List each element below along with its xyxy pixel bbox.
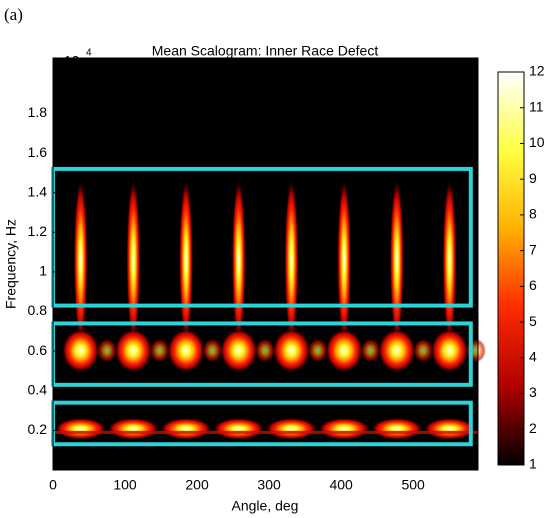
y-tick-label: 1.8 xyxy=(28,104,48,120)
colorbar-tick-label: 1 xyxy=(529,456,537,472)
blob xyxy=(430,328,469,373)
blob xyxy=(212,417,265,440)
x-tick-label: 0 xyxy=(49,477,57,493)
y-exponent-power: 4 xyxy=(86,48,92,59)
colorbar-tick-label: 8 xyxy=(529,206,537,222)
blob xyxy=(114,328,153,373)
blob xyxy=(255,338,276,363)
blob xyxy=(325,328,364,373)
heatmap-background xyxy=(53,58,478,470)
colorbar-tick-label: 4 xyxy=(529,349,537,365)
y-tick-label: 0.4 xyxy=(28,381,48,397)
x-axis-label: Angle, deg xyxy=(232,498,299,514)
colorbar-tick-label: 12 xyxy=(529,63,545,79)
colorbar-tick-label: 5 xyxy=(529,313,537,329)
blob xyxy=(307,338,328,363)
y-tick-label: 0.6 xyxy=(28,342,48,358)
blob xyxy=(370,417,423,440)
blob xyxy=(360,338,381,363)
x-tick-label: 300 xyxy=(257,477,281,493)
blob xyxy=(107,417,160,440)
blob xyxy=(160,417,213,440)
blob xyxy=(167,328,206,373)
blob xyxy=(179,177,194,343)
y-tick-label: 1.6 xyxy=(28,144,48,160)
blob xyxy=(265,417,318,440)
colorbar-tick-label: 6 xyxy=(529,277,537,293)
blob xyxy=(272,328,311,373)
blob xyxy=(96,338,117,363)
blob xyxy=(149,338,170,363)
x-tick-label: 100 xyxy=(113,477,137,493)
colorbar-tick-label: 7 xyxy=(529,241,537,257)
blob xyxy=(54,417,107,440)
y-tick-label: 1 xyxy=(39,263,47,279)
colorbar-tick-label: 9 xyxy=(529,170,537,186)
blob xyxy=(442,177,457,343)
plot-frame xyxy=(52,57,479,471)
blob xyxy=(423,417,476,440)
blob xyxy=(337,177,352,343)
x-tick-label: 500 xyxy=(401,477,425,493)
blob xyxy=(202,338,223,363)
y-tick-label: 0.2 xyxy=(28,421,48,437)
y-tick-label: 1.4 xyxy=(28,183,48,199)
heatmap-texture xyxy=(53,177,486,440)
y-tick-label: 0.8 xyxy=(28,302,48,318)
streak xyxy=(53,430,478,434)
colorbar-tick-label: 11 xyxy=(529,98,544,114)
blob xyxy=(413,338,434,363)
blob xyxy=(318,417,371,440)
blob xyxy=(377,328,416,373)
chart-title: Mean Scalogram: Inner Race Defect xyxy=(152,43,379,59)
colorbar xyxy=(497,71,525,466)
colorbar-tick-label: 10 xyxy=(529,134,545,150)
colorbar-tick-label: 2 xyxy=(529,420,537,436)
colorbar-tick-label: 3 xyxy=(529,384,537,400)
x-tick-label: 200 xyxy=(185,477,209,493)
y-axis-label: Frequency, Hz xyxy=(3,219,19,309)
blob xyxy=(389,177,404,343)
y-tick-label: 1.2 xyxy=(28,223,48,239)
x-tick-label: 400 xyxy=(329,477,353,493)
blob xyxy=(126,177,141,343)
blob xyxy=(284,177,299,343)
panel-label: (a) xyxy=(4,5,23,24)
blob xyxy=(231,177,246,343)
blob xyxy=(219,328,258,373)
blob xyxy=(73,177,88,343)
blob xyxy=(61,328,100,373)
